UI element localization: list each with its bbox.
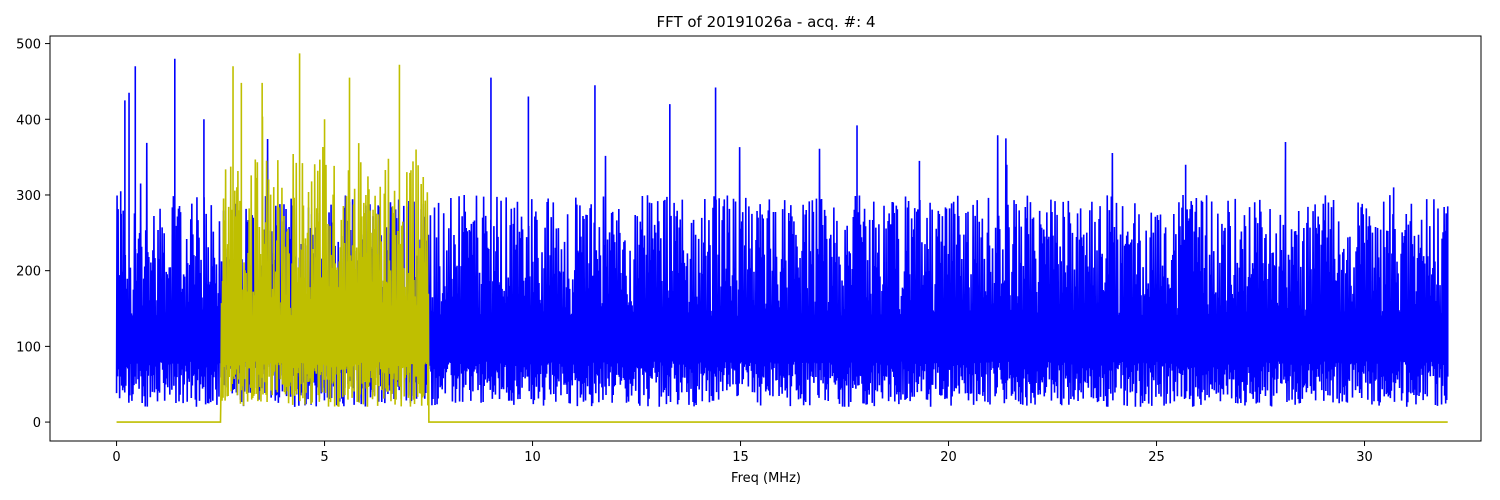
x-axis-label: Freq (MHz): [731, 471, 801, 486]
x-tick-label: 0: [112, 450, 120, 465]
x-axis: 0 5 10 15 20 25 30: [112, 441, 1373, 465]
series-filtered-line: [116, 53, 1448, 423]
x-tick-label: 10: [524, 450, 541, 465]
plot-area: [115, 53, 1449, 423]
y-tick-label: 300: [16, 189, 41, 204]
y-tick-label: 0: [33, 416, 41, 431]
y-tick-label: 400: [16, 113, 41, 128]
chart-title: FFT of 20191026a - acq. #: 4: [656, 13, 875, 31]
y-tick-label: 500: [16, 38, 41, 53]
x-tick-label: 30: [1356, 450, 1373, 465]
y-tick-label: 200: [16, 265, 41, 280]
y-tick-label: 100: [16, 340, 41, 355]
x-tick-label: 20: [940, 450, 957, 465]
y-axis: 0 100 200 300 400 500: [16, 38, 50, 431]
series-fft-line: [115, 58, 1449, 407]
x-tick-label: 5: [320, 450, 328, 465]
axes-frame: [49, 35, 1482, 442]
x-tick-label: 15: [732, 450, 749, 465]
x-tick-label: 25: [1148, 450, 1165, 465]
